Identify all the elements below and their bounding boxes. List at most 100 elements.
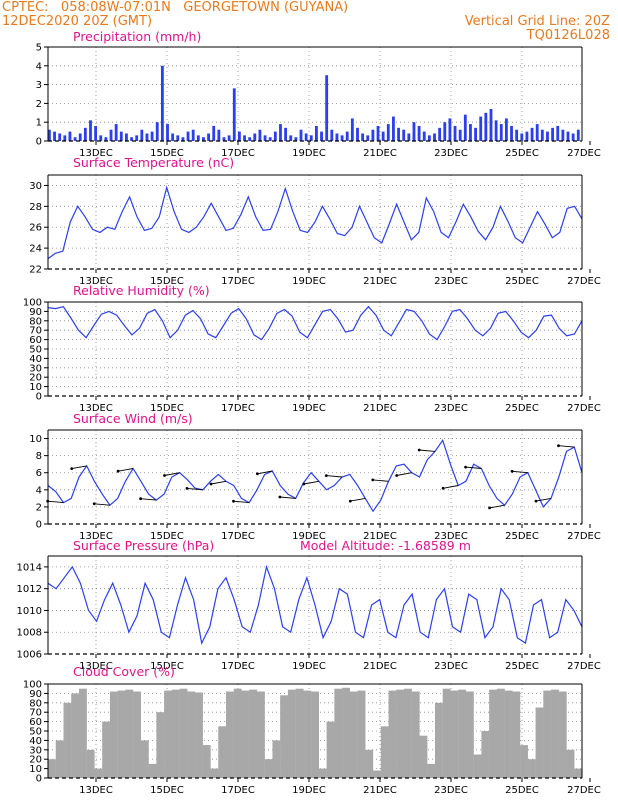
- panel-4: Surface Wind (m/s) 0 2 4 6 8 10 13DEC 15DEC 17DEC…: [29, 411, 601, 542]
- data-bar: [315, 125, 318, 141]
- data-bar: [273, 131, 277, 141]
- data-bar: [411, 691, 420, 778]
- x-tick-label: 25DEC: [505, 276, 539, 287]
- data-bar: [419, 735, 428, 778]
- wind-vector: [164, 472, 180, 476]
- data-bar: [179, 688, 188, 778]
- data-bar: [289, 135, 293, 141]
- x-tick-label: 19DEC: [292, 276, 326, 287]
- data-bar: [463, 114, 467, 141]
- data-bar: [279, 124, 282, 141]
- data-bar: [171, 133, 175, 141]
- data-bar: [63, 702, 72, 778]
- y-tick-label: 10: [29, 764, 42, 775]
- y-tick-label: 20: [29, 755, 42, 766]
- data-bar: [109, 129, 113, 141]
- data-bar: [311, 691, 320, 778]
- wind-vector-head: [395, 474, 399, 477]
- x-tick-label: 25DEC: [505, 531, 539, 542]
- y-tick-label: 1: [36, 118, 42, 129]
- panel-title: Surface Temperature (nC): [73, 155, 234, 170]
- panel-5: Surface Pressure (hPa) Model Altitude: -1…: [17, 538, 601, 672]
- data-bar: [392, 116, 395, 141]
- x-tick-label: 19DEC: [292, 531, 326, 542]
- data-bar: [422, 131, 426, 141]
- data-bar: [78, 133, 82, 141]
- data-bar: [114, 124, 118, 141]
- data-bar: [217, 129, 221, 141]
- wind-vector-head: [278, 495, 282, 499]
- data-bar: [396, 689, 405, 778]
- wind-vector: [118, 468, 134, 472]
- wind-vector: [396, 472, 412, 476]
- data-bar: [325, 75, 329, 141]
- x-tick-label: 27DEC: [567, 148, 601, 159]
- x-tick-label: 21DEC: [363, 785, 397, 796]
- wind-vector-head: [70, 467, 74, 470]
- data-bar: [350, 118, 354, 141]
- model-code-label: TQ0126L028: [526, 28, 610, 43]
- wind-vector: [372, 479, 389, 482]
- data-bar: [222, 137, 226, 141]
- data-bar: [453, 125, 457, 141]
- data-bar: [181, 137, 185, 141]
- wind-vector: [233, 500, 250, 504]
- wind-vector: [465, 466, 482, 469]
- data-bar: [388, 690, 397, 778]
- y-tick-label: 0: [36, 774, 42, 785]
- x-tick-label: 13DEC: [79, 785, 113, 796]
- y-tick-label: 60: [29, 717, 42, 728]
- data-bar: [263, 135, 267, 141]
- data-bar: [160, 65, 164, 141]
- data-bar: [349, 691, 358, 778]
- data-bar: [450, 690, 459, 778]
- data-bar: [135, 135, 139, 141]
- data-bar: [68, 131, 72, 141]
- panel-3: Relative Humidity (%) 0102030405060708090…: [23, 283, 601, 414]
- y-tick-label: 22: [29, 265, 42, 276]
- y-tick-label: 5: [36, 43, 42, 54]
- y-tick-label: 4: [36, 485, 42, 496]
- data-bar: [365, 749, 374, 778]
- data-bar: [284, 127, 288, 141]
- wind-vector-head: [139, 497, 143, 501]
- data-bar: [448, 118, 452, 141]
- data-bar: [561, 129, 565, 141]
- wind-vector: [94, 503, 110, 506]
- wind-vector: [303, 480, 319, 485]
- data-bar: [361, 133, 365, 141]
- x-tick-label: 17DEC: [221, 785, 255, 796]
- wind-vector-head: [371, 478, 375, 482]
- data-bar: [256, 691, 265, 778]
- x-tick-label: 15DEC: [150, 785, 184, 796]
- wind-vector: [489, 504, 505, 509]
- data-bar: [207, 133, 210, 141]
- x-tick-label: 19DEC: [292, 403, 326, 414]
- data-bar: [253, 133, 257, 141]
- y-tick-label: 70: [29, 708, 42, 719]
- x-tick-label: 27DEC: [567, 785, 601, 796]
- wind-vector-head: [510, 469, 514, 473]
- data-bar: [218, 726, 227, 778]
- x-tick-label: 23DEC: [434, 785, 468, 796]
- data-bar: [130, 137, 133, 141]
- panel-title: Surface Pressure (hPa): [73, 538, 214, 553]
- data-bar: [210, 768, 219, 778]
- data-bar: [530, 127, 534, 141]
- data-bar: [156, 712, 165, 778]
- data-bar: [412, 122, 416, 141]
- data-bar: [330, 129, 334, 141]
- data-bar: [376, 125, 380, 141]
- y-tick-label: 1010: [17, 606, 42, 617]
- y-tick-label: 1014: [17, 562, 42, 573]
- y-tick-label: 10: [29, 434, 42, 445]
- data-bar: [243, 135, 246, 141]
- y-tick-label: 70: [29, 326, 42, 337]
- y-tick-label: 3: [36, 80, 42, 91]
- x-tick-label: 17DEC: [221, 403, 255, 414]
- y-tick-label: 8: [36, 451, 42, 462]
- data-bar: [442, 688, 451, 778]
- panel-title: Precipitation (mm/h): [73, 29, 201, 44]
